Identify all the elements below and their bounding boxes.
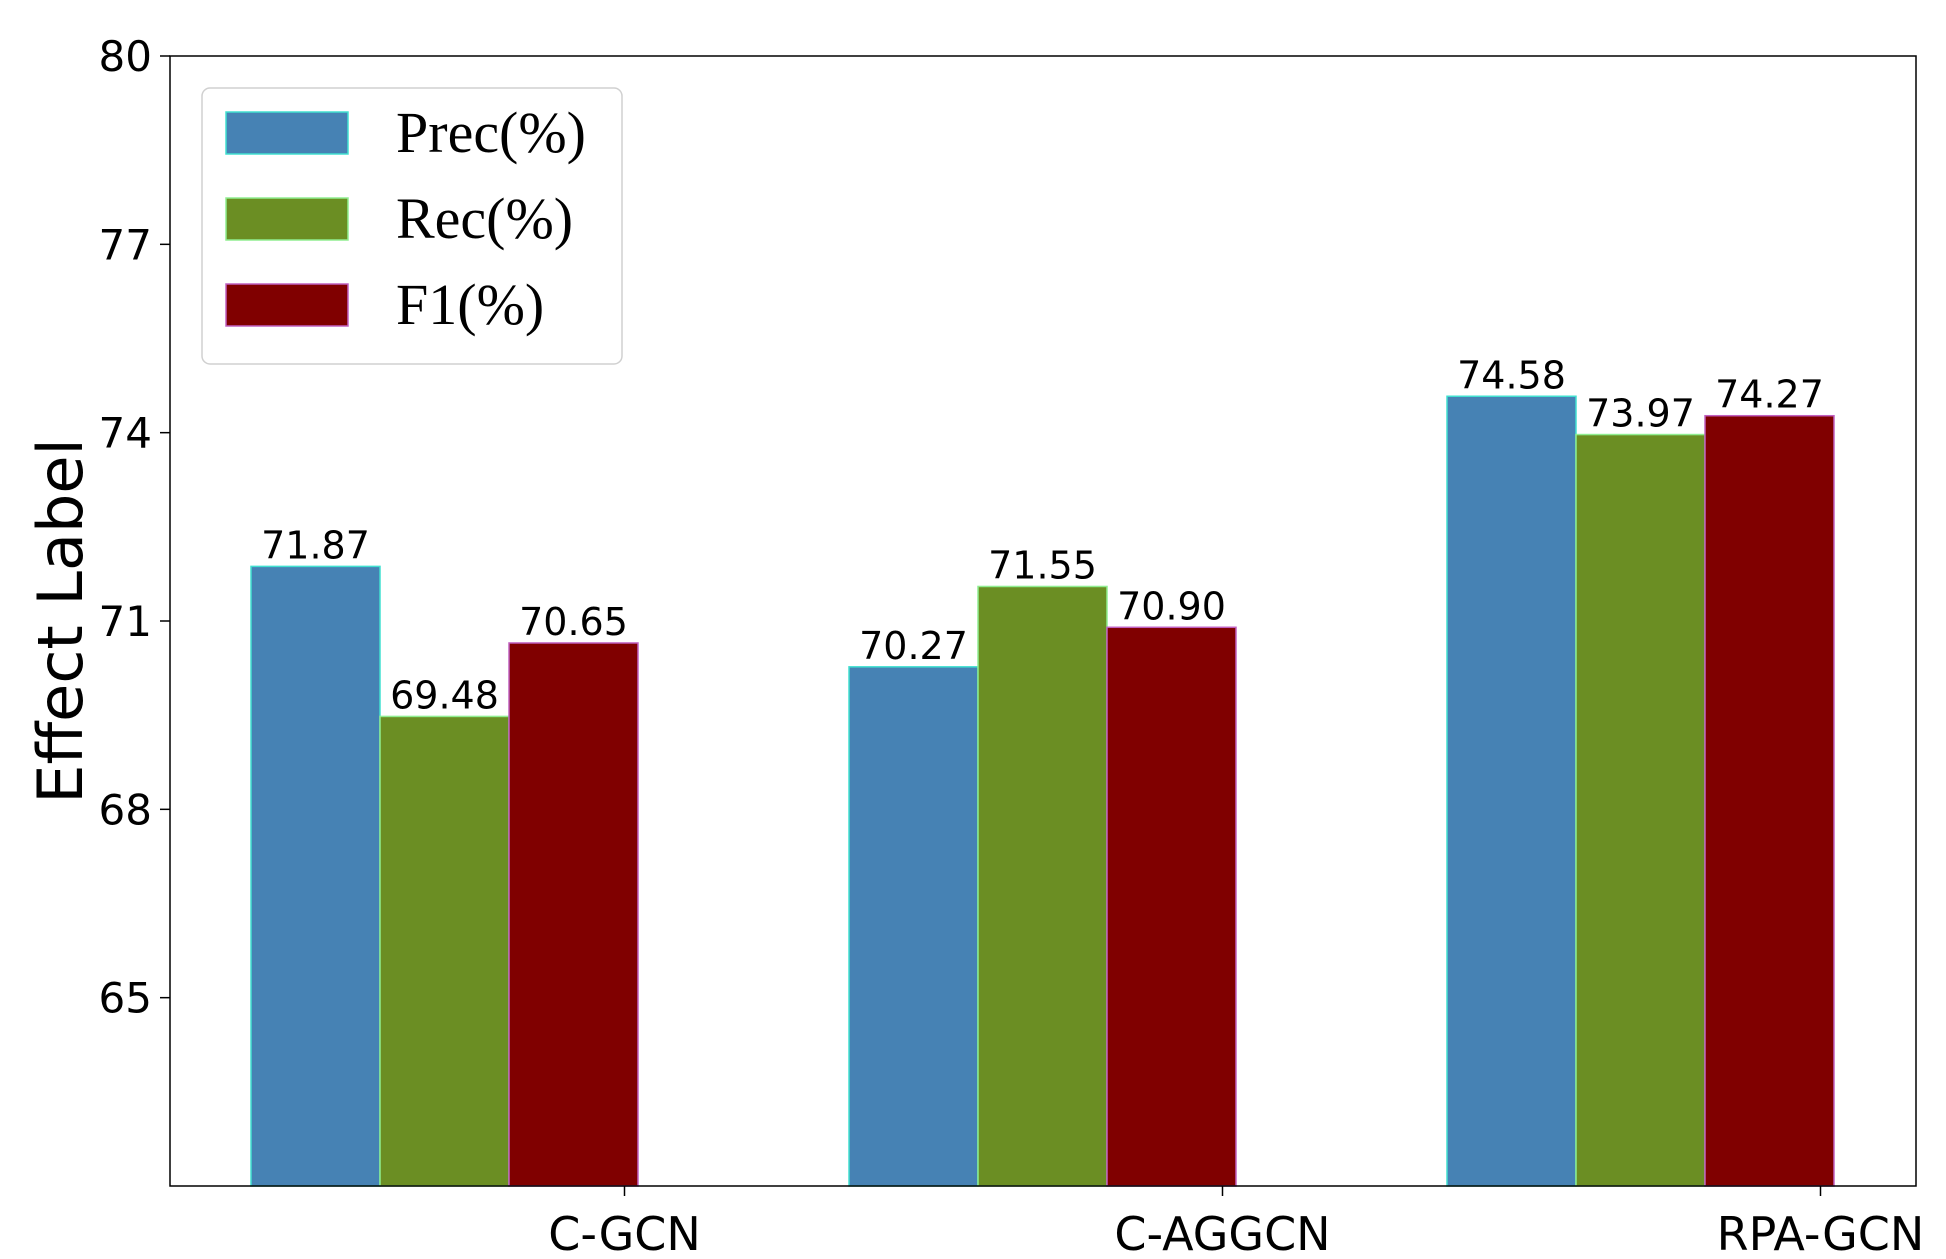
- legend: Prec(%) Rec(%) F1(%): [201, 87, 623, 365]
- x-axis: C-GCN C-AGGCN RPA-GCN: [548, 1186, 1924, 1259]
- y-tick-label: 77: [99, 220, 152, 269]
- bar-f1-c-gcn: [508, 642, 639, 1187]
- legend-label: F1(%): [396, 272, 544, 337]
- bar-f1-rpa-gcn: [1704, 414, 1835, 1187]
- x-tick-label: C-GCN: [548, 1207, 701, 1259]
- bar-value-label: 74.27: [1715, 373, 1824, 417]
- bar-labels-layer: 71.87 69.48 70.65 70.27 71.55 70.90 74.58 73.97…: [261, 353, 1824, 717]
- bar-value-label: 71.87: [261, 523, 370, 567]
- bar-value-label: 69.48: [390, 673, 499, 717]
- bar-value-label: 71.55: [988, 543, 1097, 587]
- bars-layer: [250, 395, 1835, 1187]
- bar-value-label: 70.90: [1117, 584, 1226, 628]
- bar-rec-rpa-gcn: [1575, 433, 1706, 1187]
- bar-value-label: 70.27: [859, 624, 968, 668]
- y-tick-label: 68: [99, 785, 152, 834]
- bar-f1-c-aggcn: [1106, 626, 1237, 1187]
- bar-prec-rpa-gcn: [1446, 395, 1577, 1187]
- y-tick-label: 74: [99, 409, 152, 458]
- y-tick-label: 80: [99, 32, 152, 81]
- bar-rec-c-aggcn: [977, 585, 1108, 1187]
- legend-label: Rec(%): [396, 186, 573, 251]
- legend-swatch: [225, 197, 349, 241]
- bar-value-label: 70.65: [519, 600, 628, 644]
- bar-prec-c-aggcn: [848, 666, 979, 1187]
- bar-value-label: 74.58: [1457, 353, 1566, 397]
- y-axis-label: Effect Label: [24, 438, 97, 803]
- legend-swatch: [225, 111, 349, 155]
- y-tick-label: 65: [99, 974, 152, 1023]
- y-tick-label: 71: [99, 597, 152, 646]
- x-tick-label: C-AGGCN: [1114, 1207, 1330, 1259]
- y-axis: 65 68 71 74 77 80: [99, 32, 170, 1023]
- bar-prec-c-gcn: [250, 565, 381, 1187]
- legend-swatch: [225, 283, 349, 327]
- legend-label: Prec(%): [396, 100, 586, 165]
- bar-rec-c-gcn: [379, 715, 510, 1187]
- x-tick-label: RPA-GCN: [1717, 1207, 1925, 1259]
- bar-value-label: 73.97: [1586, 392, 1695, 436]
